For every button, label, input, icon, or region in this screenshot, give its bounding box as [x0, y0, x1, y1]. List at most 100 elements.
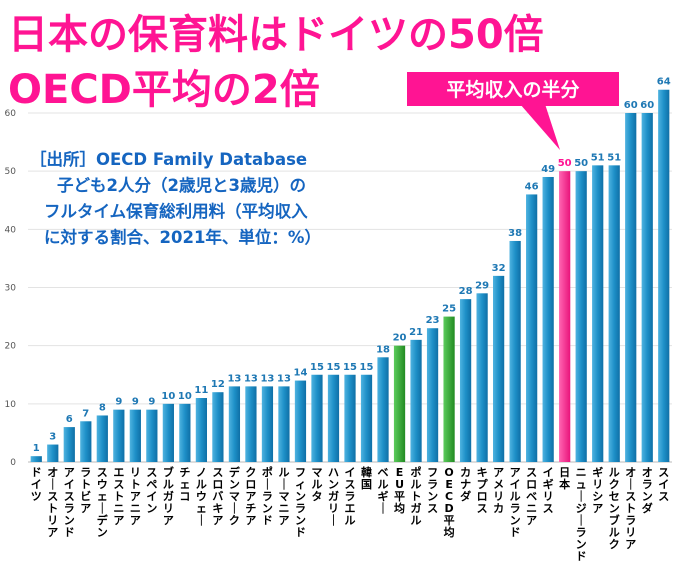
category-label: ル｜マニア: [278, 466, 289, 527]
category-label: O E C D 平均: [444, 466, 455, 539]
chart-subtitle: OECD平均の2倍: [8, 67, 320, 113]
value-label: 60: [640, 100, 654, 111]
bar: [459, 299, 472, 462]
category-label: イギリス: [543, 466, 554, 515]
category-label: チェコ: [179, 466, 190, 503]
category-label: ギリシア: [592, 465, 603, 515]
category-label: スロバキア: [212, 466, 223, 527]
source-note-line-1: ［出所］OECD Family Database: [30, 149, 307, 169]
value-label: 13: [227, 373, 241, 384]
category-label: オ｜ストリア: [47, 466, 58, 539]
value-label: 12: [211, 379, 225, 390]
bar: [80, 421, 92, 462]
category-label: リトアニア: [130, 466, 141, 527]
value-label: 1: [33, 443, 40, 454]
bar: [228, 386, 241, 462]
bar: [146, 409, 158, 462]
chart-title: 日本の保育料はドイツの50倍: [8, 12, 544, 58]
category-label: 韓国: [361, 465, 372, 491]
y-tick-label: 0: [10, 458, 16, 468]
value-label: 51: [607, 152, 621, 163]
value-label: 51: [591, 152, 605, 163]
category-label: アイルランド: [510, 466, 521, 539]
bar: [195, 398, 207, 462]
bar: [443, 316, 455, 462]
bar: [245, 386, 257, 462]
category-label: アイスランド: [64, 466, 75, 539]
category-label: オ｜ストラリア: [625, 466, 636, 551]
bar: [575, 171, 587, 462]
y-tick-label: 60: [5, 109, 17, 119]
value-label: 13: [244, 373, 258, 384]
value-label: 64: [657, 77, 671, 88]
value-label: 11: [194, 385, 208, 396]
callout: 平均収入の半分: [407, 72, 619, 150]
category-label: カナダ: [460, 466, 471, 503]
callout-text: 平均収入の半分: [446, 78, 579, 101]
value-label: 23: [426, 315, 440, 326]
value-label: 38: [508, 228, 522, 239]
category-label: ポルトガル: [411, 465, 422, 527]
bar: [63, 427, 75, 462]
category-label: スウェ｜デン: [97, 466, 109, 539]
bar: [393, 345, 406, 462]
category-label: フランス: [427, 466, 438, 515]
bar: [96, 415, 108, 462]
bar: [658, 89, 670, 462]
source-note: ［出所］OECD Family Database 子ども2人分（2歳児と3歳児）…: [30, 149, 321, 247]
bar: [641, 113, 653, 462]
bar: [592, 165, 604, 462]
source-note-line-4: に対する割合、2021年、単位：%）: [44, 227, 321, 247]
source-note-line-2: 子ども2人分（2歳児と3歳児）の: [57, 175, 306, 195]
y-tick-label: 30: [5, 284, 17, 294]
bar: [162, 403, 174, 462]
category-label: スイス: [658, 466, 669, 503]
gridlines: [28, 112, 672, 463]
bar: [526, 194, 538, 462]
category-label: E U 平均: [394, 466, 405, 515]
bar: [179, 403, 191, 462]
category-label: ポ｜ランド: [262, 465, 273, 527]
category-label: イスラエル: [345, 466, 356, 527]
value-label: 13: [260, 373, 274, 384]
value-label: 29: [475, 280, 489, 291]
value-label: 21: [409, 327, 423, 338]
category-label: スペイン: [146, 466, 157, 515]
value-label: 3: [49, 432, 56, 443]
category-label: スロベニア: [526, 466, 537, 527]
bar: [476, 293, 488, 462]
bar: [426, 328, 439, 462]
value-label: 7: [82, 408, 89, 419]
category-label: ブルガリア: [163, 465, 174, 527]
bar: [559, 171, 571, 462]
bar: [625, 113, 637, 462]
bar: [47, 444, 59, 462]
category-label: ハンガリ｜: [328, 466, 339, 527]
value-label: 25: [442, 304, 456, 315]
bar: [30, 456, 42, 462]
bar: [542, 176, 554, 462]
bar: [493, 275, 505, 462]
category-label: ルクセンブルク: [609, 466, 620, 551]
callout-box: [407, 72, 619, 106]
value-label: 10: [178, 391, 192, 402]
bar: [278, 386, 290, 462]
bar: [261, 386, 274, 462]
bar: [344, 374, 356, 462]
value-label: 15: [310, 362, 324, 373]
bar: [377, 357, 389, 462]
category-label: ドイツ: [31, 466, 42, 503]
category-label: オランダ: [642, 466, 653, 515]
y-tick-label: 40: [5, 225, 17, 235]
category-label: フィンランド: [295, 466, 306, 539]
category-label: クロアチア: [245, 466, 256, 527]
value-label: 13: [277, 373, 291, 384]
category-labels: ドイツオ｜ストリアアイスランドラトビアスウェ｜デンエストニアリトアニアスペインブ…: [31, 465, 669, 563]
y-tick-label: 20: [5, 342, 17, 352]
value-label: 46: [525, 181, 539, 192]
value-label: 15: [360, 362, 374, 373]
value-label: 9: [148, 397, 155, 408]
bar: [360, 374, 373, 462]
